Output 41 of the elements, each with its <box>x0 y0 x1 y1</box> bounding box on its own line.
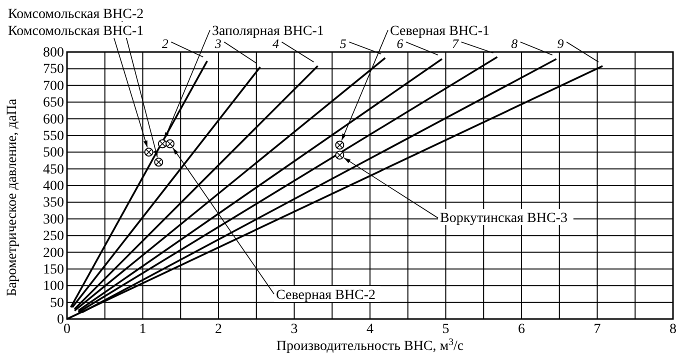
legend-label: 8 <box>511 36 518 51</box>
y-tick-label: 200 <box>43 246 64 261</box>
annotation: Северная ВНС-1 <box>390 24 490 39</box>
x-tick-label: 2 <box>215 322 222 337</box>
y-tick-label: 50 <box>50 296 64 311</box>
legend-label: 2 <box>162 36 169 51</box>
y-tick-label: 450 <box>43 162 64 178</box>
annotation: Заполярная ВНС-1 <box>212 24 324 39</box>
x-tick-label: 5 <box>442 322 450 337</box>
annotation: Северная ВНС-2 <box>276 288 376 303</box>
y-tick-label: 300 <box>43 212 64 228</box>
y-tick-label: 500 <box>43 146 64 161</box>
y-tick-label: 750 <box>43 62 64 78</box>
y-tick-label: 700 <box>43 78 64 94</box>
y-tick-label: 800 <box>43 46 64 60</box>
legend-label: 3 <box>214 36 222 51</box>
x-tick-label: 4 <box>366 322 374 337</box>
annotation: Комсомольская ВНС-1 <box>8 24 144 39</box>
x-tick-label: 1 <box>139 322 146 337</box>
y-tick-label: 150 <box>43 262 64 278</box>
legend-label: 5 <box>340 36 347 51</box>
y-tick-label: 0 <box>57 312 64 328</box>
annotation: Комсомольская ВНС-2 <box>8 7 144 22</box>
x-tick-label: 3 <box>290 322 298 337</box>
x-axis-title: Производительность ВНС, м$^{3}$/с <box>276 336 464 354</box>
y-axis-title: Барометрическое давление, даПа <box>5 98 20 296</box>
y-tick-label: 400 <box>43 179 64 194</box>
x-tick-label: 8 <box>670 322 676 337</box>
y-tick-label: 350 <box>43 196 64 211</box>
y-tick-label: 650 <box>43 96 64 111</box>
legend-label: 6 <box>396 36 404 51</box>
x-tick-label: 6 <box>518 322 525 337</box>
annotation: Воркутинская ВНС-3 <box>440 211 568 226</box>
y-tick-label: 250 <box>43 229 64 244</box>
y-tick-label: 550 <box>43 128 64 144</box>
legend-label: 4 <box>272 36 280 51</box>
legend-label: 7 <box>452 36 460 51</box>
x-tick-label: 7 <box>594 322 601 337</box>
y-tick-label: 100 <box>43 279 64 294</box>
y-tick-label: 600 <box>43 112 64 128</box>
legend-label: 9 <box>557 36 564 51</box>
